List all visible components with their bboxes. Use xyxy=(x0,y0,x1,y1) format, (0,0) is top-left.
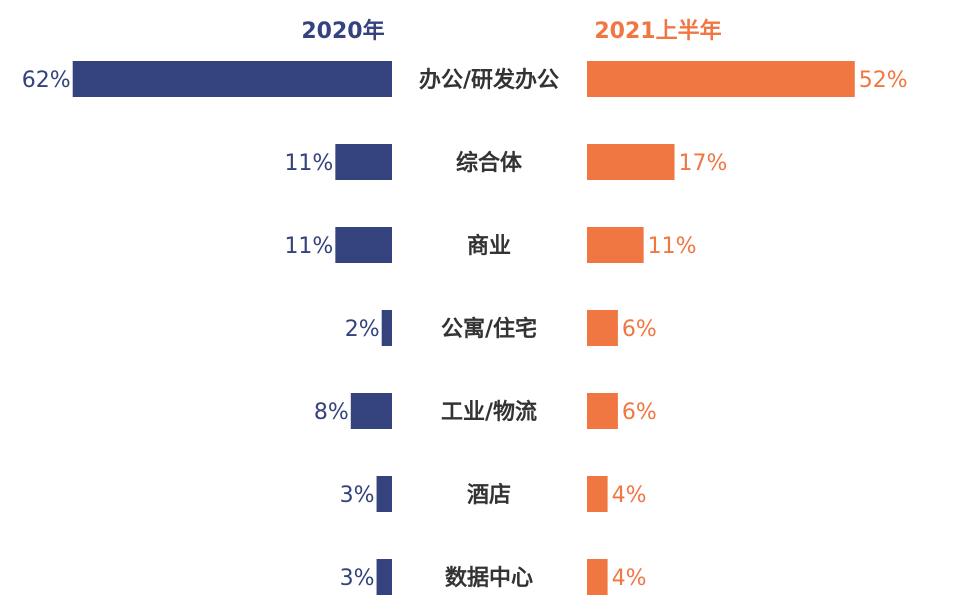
series-title-2020: 2020年 xyxy=(301,18,384,44)
value-label-2021h1-5: 4% xyxy=(612,483,647,508)
value-label-2021h1-6: 4% xyxy=(612,566,647,591)
category-label-5: 酒店 xyxy=(467,483,511,508)
bar-2020-0 xyxy=(72,61,392,97)
value-label-2020-0: 62% xyxy=(22,68,71,93)
category-label-4: 工业/物流 xyxy=(441,399,537,425)
value-label-2020-3: 2% xyxy=(345,317,380,342)
value-label-2021h1-0: 52% xyxy=(859,68,908,93)
category-label-2: 商业 xyxy=(467,233,511,259)
value-label-2021h1-4: 6% xyxy=(622,400,657,425)
category-label-0: 办公/研发办公 xyxy=(419,67,559,93)
bar-2021h1-1 xyxy=(587,144,675,180)
category-label-1: 综合体 xyxy=(456,150,523,176)
value-label-2020-5: 3% xyxy=(340,483,375,508)
bar-2021h1-0 xyxy=(587,61,855,97)
bar-2020-4 xyxy=(350,393,392,429)
bar-2020-2 xyxy=(335,227,392,263)
bar-2021h1-5 xyxy=(587,476,608,512)
chart-rows: 62% 办公/研发办公 52% 11% 综合体 17% 11% 商业 11% 2% 公寓/住宅 6% 8… xyxy=(22,61,908,595)
value-label-2020-1: 11% xyxy=(284,151,333,176)
category-label-3: 公寓/住宅 xyxy=(441,316,537,342)
value-label-2020-2: 11% xyxy=(284,234,333,259)
value-label-2021h1-2: 11% xyxy=(648,234,697,259)
value-label-2020-6: 3% xyxy=(340,566,375,591)
bar-2020-1 xyxy=(335,144,392,180)
bar-2020-6 xyxy=(376,559,392,595)
category-label-6: 数据中心 xyxy=(445,565,533,591)
value-label-2021h1-1: 17% xyxy=(679,151,728,176)
bar-2021h1-2 xyxy=(587,227,644,263)
bar-2021h1-3 xyxy=(587,310,618,346)
bar-2020-5 xyxy=(376,476,392,512)
bar-2020-3 xyxy=(381,310,392,346)
bar-2021h1-6 xyxy=(587,559,608,595)
series-title-2021h1: 2021上半年 xyxy=(594,18,721,44)
value-label-2020-4: 8% xyxy=(314,400,349,425)
value-label-2021h1-3: 6% xyxy=(622,317,657,342)
bar-2021h1-4 xyxy=(587,393,618,429)
